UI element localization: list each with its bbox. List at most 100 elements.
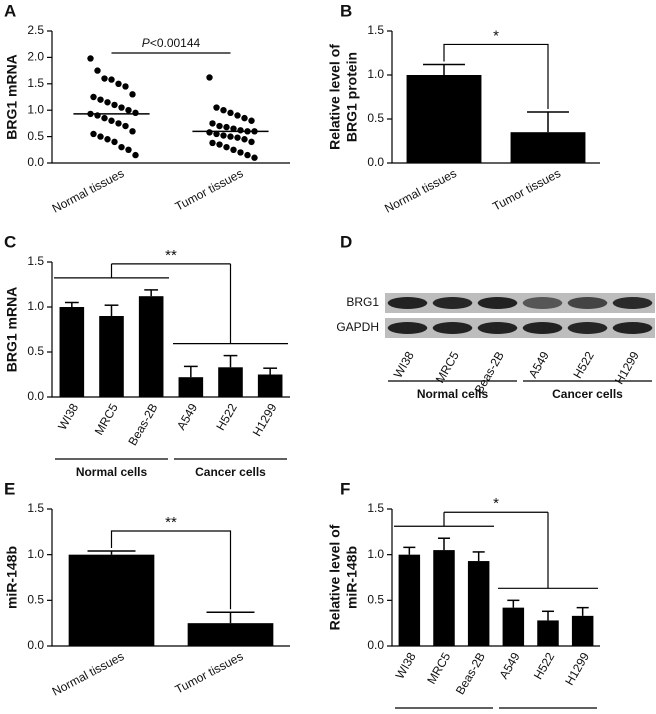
data-point [97,133,104,140]
axis-line [51,262,290,398]
y-tick-label: 1.5 [27,76,44,90]
data-point [248,117,255,124]
panel-letter: C [4,232,16,251]
y-axis-label: Relative level of [0,524,3,630]
significance-bracket [110,530,232,610]
panel-letter: A [4,1,16,20]
bar [406,75,482,163]
data-point [108,76,115,83]
data-point [234,134,241,141]
y-tick-label: 1.0 [27,547,44,561]
group-label: Normal cells [417,387,489,401]
bar [68,554,155,646]
x-tick-label: Normal tissues [50,166,127,216]
data-point [118,143,125,151]
y-tick-label: 0.5 [367,593,384,607]
blot-band [432,322,473,334]
y-tick-label: 0.0 [367,155,384,169]
annotation-value: <0.00144 [150,36,201,50]
blot-band [432,297,473,309]
y-tick-label: 2.5 [27,23,44,37]
x-tick-label: A549 [526,349,552,381]
data-point [230,146,237,153]
y-tick-label: 0.5 [27,593,44,607]
bar [467,561,490,646]
y-axis-label: BRG1 protein [344,52,360,142]
blot-band [612,322,653,334]
data-point [234,112,241,119]
data-point [101,75,108,82]
data-point [244,151,251,159]
y-tick-label: 0.0 [27,638,44,652]
panel-letter: D [340,232,352,251]
x-tick-label: WI38 [393,650,419,682]
axis-line [391,509,600,647]
x-tick-label: MRC5 [92,401,121,438]
y-tick-label: 0.5 [367,111,384,125]
data-point [94,67,101,74]
data-point [129,91,136,98]
bar [138,296,164,397]
y-axis-label: Relative level of [0,276,3,382]
bar [59,307,85,397]
y-tick-label: 1.5 [367,501,384,515]
annotation: P<0.00144 [142,36,201,50]
data-point [237,149,244,156]
x-tick-label: H1299 [562,650,592,688]
data-point [132,109,139,117]
y-axis-label: Relative level of [327,44,343,150]
data-point [227,133,234,140]
data-point [111,101,118,109]
y-axis-label: Relative level of [0,44,3,150]
y-tick-label: 0.5 [27,344,44,358]
blot-band [387,322,428,334]
x-tick-label: Beas-2B [453,650,488,697]
x-tick-label: A549 [174,401,200,433]
x-tick-label: H522 [213,401,240,433]
significance: ** [165,514,177,531]
y-axis-label: BRG1 mRNA [4,54,20,140]
x-tick-label: Tumor tissues [490,166,563,214]
x-tick-label: Tumor tissues [173,166,246,214]
x-tick-label: MRC5 [433,349,462,386]
bar [99,316,124,397]
data-point [220,132,227,139]
x-tick-label: Normal tissues [50,649,127,699]
y-tick-label: 1.5 [27,254,44,268]
significance-bracket [443,43,549,109]
data-point [97,96,104,103]
data-point [115,120,122,127]
data-point [125,107,132,114]
bar [187,623,274,646]
annotation-p: P [142,36,150,50]
bar [178,377,204,397]
x-tick-label: H1299 [250,401,280,439]
x-tick-label: A549 [497,650,523,682]
group-label: Normal cells [76,465,148,479]
x-tick-label: H522 [570,349,597,381]
blot-band [567,297,608,309]
data-point [104,136,111,143]
panel-letter: E [4,479,15,498]
data-point [216,141,223,148]
group-label: Cancer cells [195,465,266,479]
bar [510,132,586,163]
y-tick-label: 0.5 [27,129,44,143]
y-axis-label: miR-148b [344,546,360,609]
data-point [230,125,237,132]
bar [502,607,525,646]
data-point [213,104,220,111]
y-tick-label: 1.5 [367,23,384,37]
y-tick-label: 2.0 [27,50,44,64]
data-point [122,122,129,130]
data-point [90,93,97,101]
data-point [248,138,255,146]
y-tick-label: 1.5 [27,501,44,515]
y-tick-label: 1.0 [367,67,384,81]
data-point [220,107,227,114]
y-axis-label: BRG1 mRNA [4,287,20,373]
data-point [237,127,244,134]
y-tick-label: 1.0 [367,547,384,561]
bar [257,374,283,397]
bar [398,554,421,646]
